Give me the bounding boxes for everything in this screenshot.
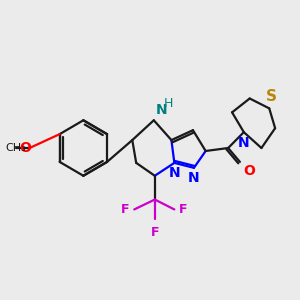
Text: H: H — [164, 98, 173, 110]
Text: F: F — [121, 203, 129, 216]
Text: S: S — [266, 89, 277, 104]
Text: N: N — [238, 136, 250, 150]
Text: F: F — [179, 203, 188, 216]
Text: CH₃: CH₃ — [6, 143, 27, 153]
Text: O: O — [243, 164, 255, 178]
Text: N: N — [169, 166, 180, 180]
Text: N: N — [156, 103, 167, 117]
Text: O: O — [20, 141, 32, 155]
Text: F: F — [151, 226, 159, 239]
Text: N: N — [188, 171, 200, 185]
